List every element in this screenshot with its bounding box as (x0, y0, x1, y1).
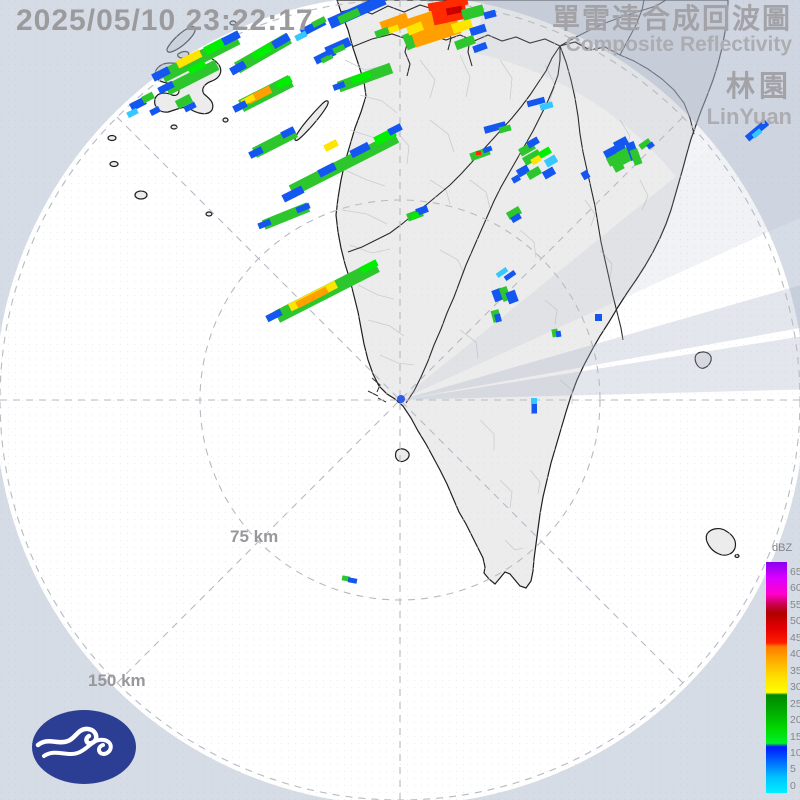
cwb-logo-wave-bottom (42, 737, 113, 758)
range-label-75km: 75 km (230, 527, 279, 546)
dbz-tick-40: 40 (790, 648, 800, 661)
dbz-legend: dBZ 65 60 55 50 45 40 35 30 25 20 15 10 5 0 (760, 540, 800, 800)
dbz-tick-35: 35 (790, 664, 800, 677)
dbz-tick-55: 55 (790, 598, 800, 611)
dbz-tick-25: 25 (790, 697, 800, 710)
station-name-en: LinYuan (706, 103, 792, 129)
dbz-unit-label: dBZ (772, 542, 793, 554)
dbz-tick-30: 30 (790, 681, 800, 694)
dbz-tick-60: 60 (790, 582, 800, 595)
dbz-colorbar (766, 562, 787, 793)
dbz-tick-5: 5 (790, 763, 796, 776)
dbz-tick-20: 20 (790, 714, 800, 727)
dbz-tick-15: 15 (790, 730, 800, 743)
blockage-wedge (473, 0, 800, 177)
dbz-tick-45: 45 (790, 631, 800, 644)
dbz-tick-50: 50 (790, 615, 800, 628)
dbz-tick-10: 10 (790, 746, 800, 759)
product-title-en: Composite Reflectivity (565, 33, 792, 57)
range-ring (116, 116, 684, 684)
blockage-wedge (400, 336, 800, 400)
range-label-150km: 150 km (88, 671, 146, 690)
dbz-tick-65: 65 (790, 566, 800, 578)
cwb-logo-ellipse (32, 710, 136, 784)
product-title-zh: 單雷達合成回波圖 (551, 3, 792, 34)
blockage-wedge (400, 285, 800, 400)
title-block: 單雷達合成回波圖 Composite Reflectivity 林園 LinYu… (552, 4, 792, 128)
cwb-logo-wave-top (35, 726, 99, 748)
radar-site-marker (397, 395, 405, 403)
beam-blockage-sectors (400, 0, 800, 400)
dbz-tick-0: 0 (790, 779, 796, 792)
station-name-zh: 林園 (725, 71, 792, 104)
scan-timestamp: 2025/05/10 23:22:17 (16, 4, 314, 37)
cwb-logo (32, 710, 136, 784)
range-ring (116, 116, 684, 684)
blockage-wedge (400, 76, 800, 400)
